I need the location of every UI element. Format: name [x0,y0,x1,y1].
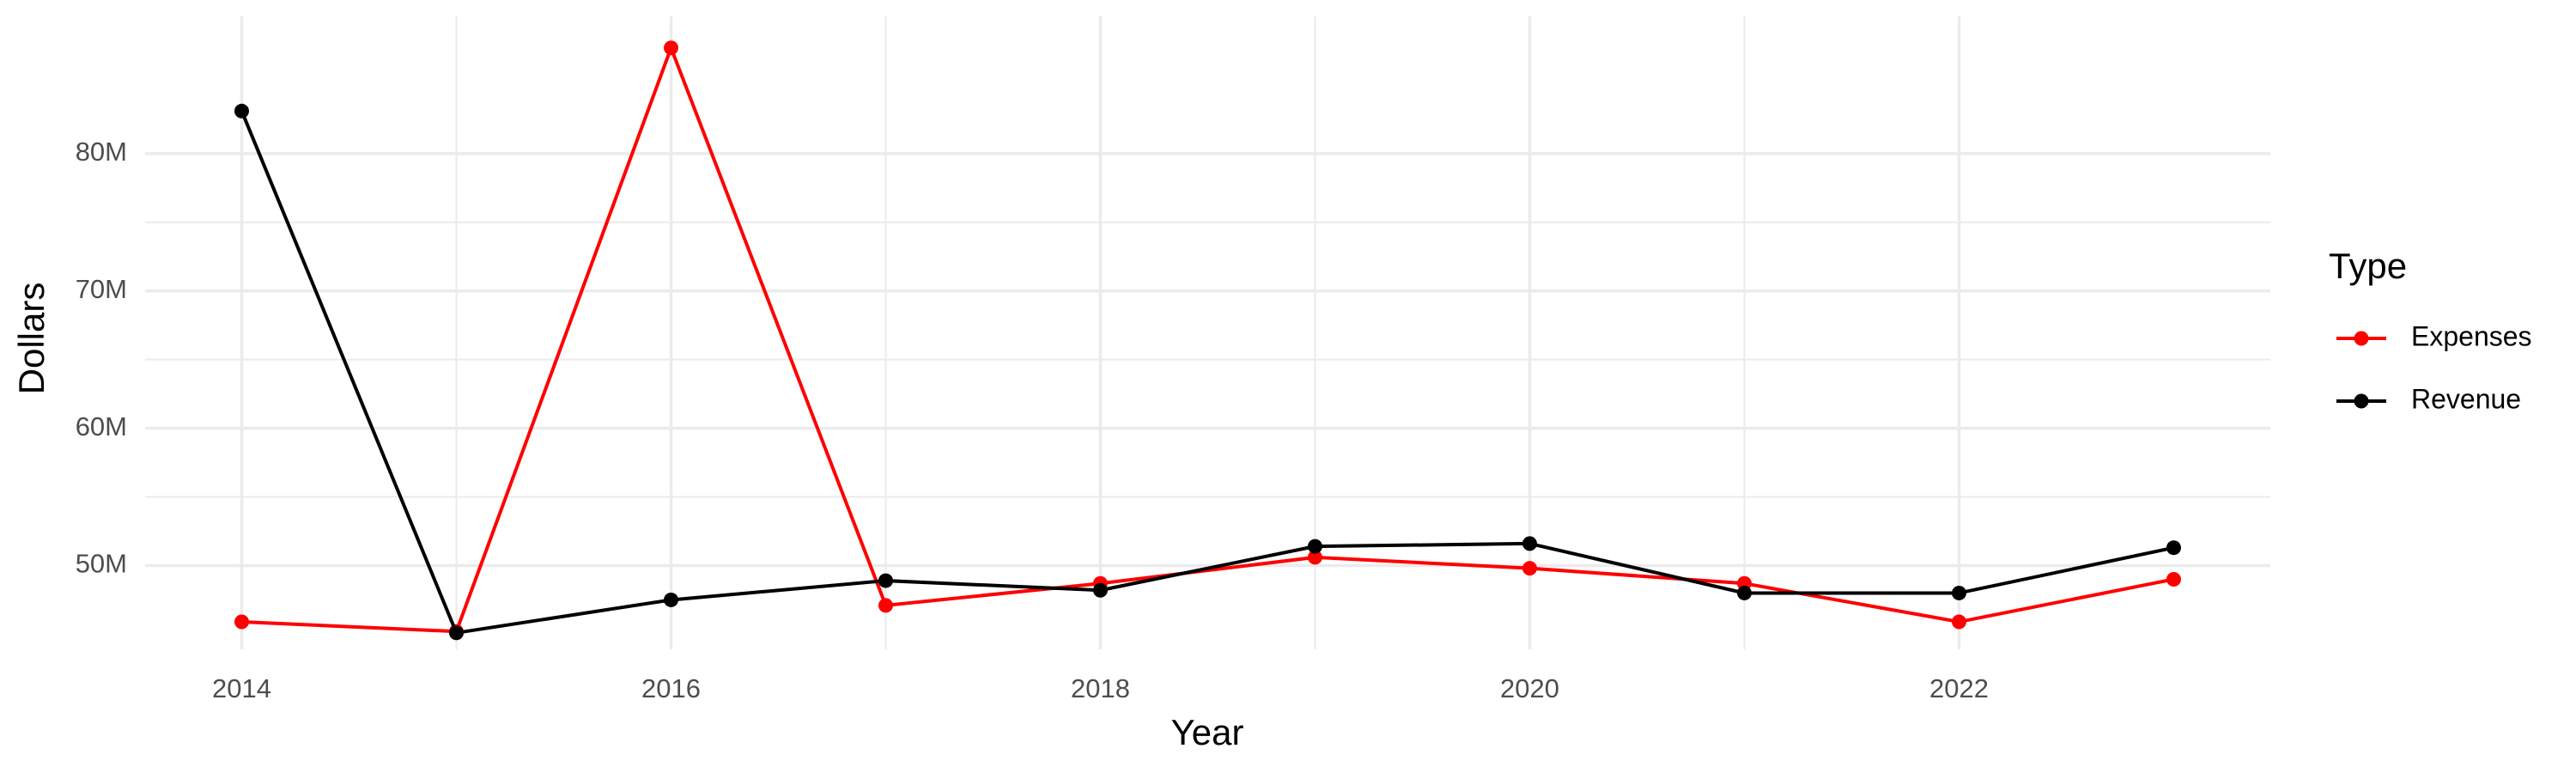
data-point [449,625,464,641]
data-point [1952,585,1966,600]
data-point [1522,561,1537,576]
series-line [240,110,2174,636]
data-point [664,592,678,607]
x-tick-label: 2020 [1500,673,1559,703]
series-line [241,43,2174,634]
data-point [2166,540,2181,556]
data-point [878,598,893,613]
x-tick-label: 2022 [1929,673,1989,703]
data-point [2166,571,2181,587]
data-point [1952,614,1966,630]
legend-title: Type [2329,246,2407,286]
data-point [1737,585,1752,600]
y-tick-label: 50M [76,549,127,579]
data-point [1093,582,1108,598]
x-tick-label: 2016 [641,673,701,703]
legend-marker [2354,393,2369,409]
legend-label: Expenses [2411,320,2532,351]
legend-marker [2354,331,2369,346]
data-point [878,573,893,588]
data-point [1308,550,1322,565]
y-tick-label: 60M [76,411,127,441]
y-tick-label: 70M [76,274,127,304]
x-axis-title: Year [1171,712,1244,752]
y-tick-label: 80M [76,137,127,167]
grid [145,16,2270,649]
data-point [664,40,678,56]
data-point [234,103,249,119]
data-point [234,614,249,630]
legend-label: Revenue [2411,383,2521,414]
y-axis-title: Dollars [11,283,52,395]
x-tick-label: 2014 [212,673,271,703]
data-point [1522,536,1537,551]
data-point [1308,539,1322,554]
x-tick-label: 2018 [1071,673,1130,703]
